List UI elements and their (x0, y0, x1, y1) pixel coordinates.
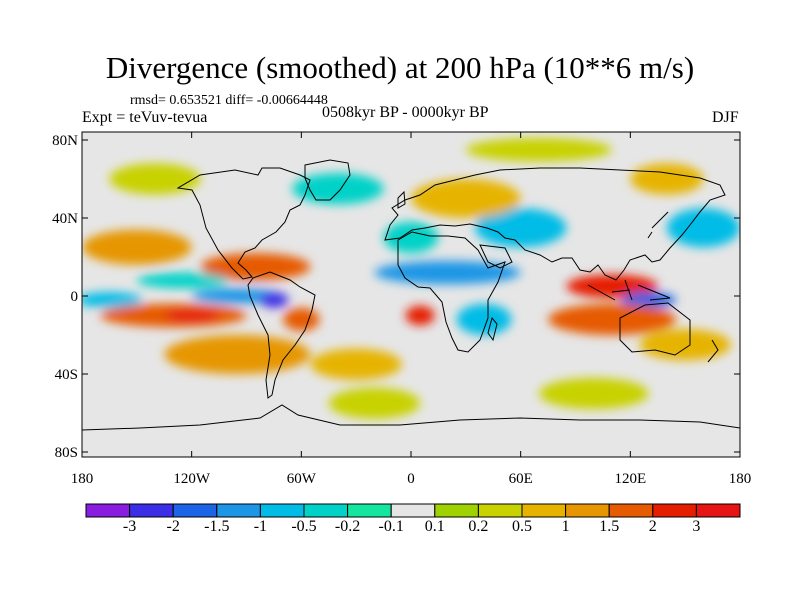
colorbar-label: -0.2 (334, 518, 361, 535)
colorbar-label: 0.5 (512, 518, 532, 535)
period-label: 0508kyr BP - 0000kyr BP (322, 104, 489, 121)
x-tick-label: 120W (173, 471, 211, 487)
field-blob-0 (200, 253, 311, 281)
colorbar-label: 1 (561, 518, 570, 535)
field-blob-26 (328, 387, 421, 419)
colorbar-swatch (216, 503, 261, 518)
field-blob-1 (82, 229, 192, 265)
colorbar-swatch (434, 503, 479, 518)
colorbar-label: 0.2 (468, 518, 489, 535)
stats-label: rmsd= 0.653521 diff= -0.00664448 (130, 93, 328, 108)
y-tick-label: 80N (52, 133, 78, 149)
colorbar-label: -3 (122, 518, 137, 535)
colorbar-swatch (172, 503, 218, 518)
coastlines (82, 159, 740, 431)
y-tick-label: 80S (55, 445, 78, 461)
field-blob-17 (465, 138, 613, 162)
colorbar-swatch (259, 503, 305, 518)
field-blob-7 (164, 309, 220, 322)
field-blob-13 (374, 260, 521, 285)
field-blob-15 (474, 208, 567, 248)
field-blob-3 (82, 292, 143, 308)
experiment-label: Expt = teVuv-tevua (82, 109, 208, 126)
field-blob-25 (292, 173, 384, 205)
colorbar-swatch (521, 503, 567, 518)
map-axes: 80N 40N 0 40S 80S 180 120W 60W 0 60E 120E 180 (52, 132, 751, 487)
field-blob-12 (456, 303, 512, 335)
colorbar-swatch (695, 503, 741, 518)
colorbar-swatch (390, 503, 436, 518)
field-blob-11 (405, 305, 435, 326)
colorbar-swatch (608, 503, 654, 518)
colorbar-swatch (303, 503, 349, 518)
field-blob-8 (164, 335, 311, 374)
colorbar-label: -0.1 (378, 518, 404, 535)
map-title: Divergence (smoothed) at 200 hPa (10**6 … (105, 50, 695, 85)
field-blob-18 (566, 274, 658, 298)
field-blob-2 (136, 272, 229, 289)
field-blob-5 (259, 292, 289, 308)
colorbar-swatch (652, 503, 697, 518)
colorbar-label: 1.5 (599, 518, 620, 535)
divergence-field (82, 138, 740, 419)
colorbar (85, 503, 741, 518)
colorbar-swatch (85, 503, 131, 518)
colorbar-swatch (477, 503, 523, 518)
x-tick-label: 60E (509, 471, 533, 487)
colorbar-swatch (129, 503, 174, 518)
colorbar-label: 2 (648, 518, 657, 535)
field-blob-24 (109, 163, 201, 195)
colorbar-label: -0.5 (291, 518, 317, 535)
x-tick-label: 180 (71, 471, 94, 487)
x-tick-label: 60W (287, 471, 317, 487)
colorbar-swatch (347, 503, 392, 518)
x-tick-label: 180 (729, 471, 752, 487)
field-blob-9 (283, 307, 320, 332)
season-label: DJF (712, 109, 739, 126)
colorbar-label: -1.5 (204, 518, 230, 535)
field-blob-10 (310, 348, 402, 380)
field-blob-22 (666, 208, 740, 248)
x-tick-label: 120E (614, 471, 646, 487)
y-tick-label: 0 (71, 289, 79, 305)
colorbar-label: -2 (166, 518, 180, 535)
x-tick-label: 0 (407, 471, 415, 487)
y-tick-label: 40S (55, 367, 78, 383)
y-tick-label: 40N (52, 211, 78, 227)
field-blob-14 (383, 221, 439, 254)
field-blob-21 (639, 329, 731, 361)
field-blob-16 (411, 179, 521, 218)
colorbar-label: -1 (253, 518, 268, 535)
field-blob-20 (548, 303, 677, 335)
colorbar-swatch (565, 503, 610, 518)
colorbar-label: 0.1 (424, 518, 445, 535)
field-blob-23 (630, 163, 704, 195)
colorbar-label: 3 (692, 518, 701, 535)
field-blob-27 (538, 377, 649, 410)
